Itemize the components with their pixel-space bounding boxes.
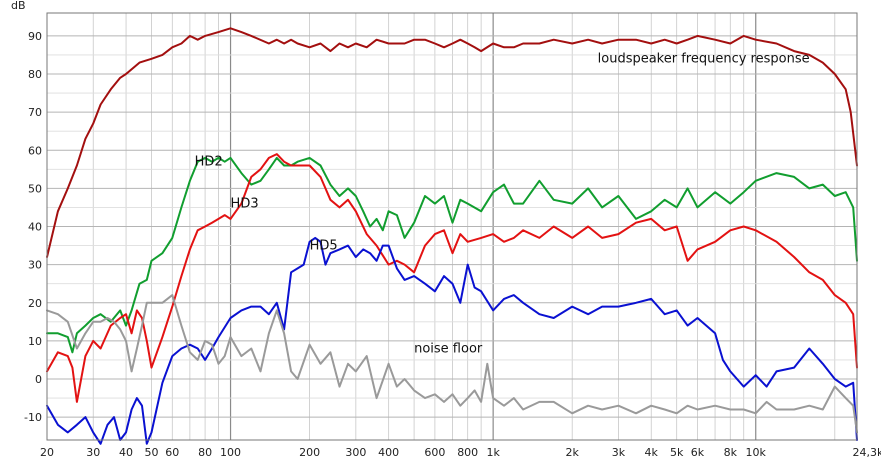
y-tick-label: 90: [28, 30, 42, 43]
y-tick-label: -10: [24, 411, 42, 424]
x-tick-label: 60: [165, 446, 179, 459]
x-tick-label: 200: [299, 446, 320, 459]
y-tick-label: 0: [35, 373, 42, 386]
annotation-label: noise floor: [414, 341, 483, 356]
annotation-label: HD3: [231, 196, 259, 211]
y-tick-label: 10: [28, 335, 42, 348]
y-tick-label: 70: [28, 106, 42, 119]
x-tick-label: 24,3kHz: [853, 446, 881, 459]
x-tick-label: 40: [119, 446, 133, 459]
y-axis-unit-label: dB: [11, 0, 26, 12]
x-tick-label: 30: [86, 446, 100, 459]
y-tick-label: 30: [28, 259, 42, 272]
plot-frame: [46, 12, 858, 441]
x-tick-label: 300: [345, 446, 366, 459]
x-tick-label: 6k: [691, 446, 705, 459]
y-tick-label: 40: [28, 221, 42, 234]
x-tick-label: 8k: [724, 446, 738, 459]
series-line-hd2: [46, 156, 858, 354]
annotation-label: HD2: [195, 155, 223, 170]
x-tick-label: 80: [198, 446, 212, 459]
grid: [46, 13, 857, 440]
series-line-noise-floor: [46, 294, 858, 434]
x-tick-label: 800: [457, 446, 478, 459]
annotations: loudspeaker frequency response HD2 HD3 HD5 n…: [195, 52, 810, 357]
series-group: [46, 27, 858, 445]
series-line-hd5: [46, 236, 858, 445]
y-tick-label: 20: [28, 297, 42, 310]
y-tick-label: 80: [28, 68, 42, 81]
x-tick-label: 600: [424, 446, 445, 459]
annotation-label: HD5: [310, 238, 338, 253]
x-tick-label: 1k: [486, 446, 500, 459]
x-tick-label: 4k: [645, 446, 659, 459]
x-tick-label: 2k: [566, 446, 580, 459]
annotation-label: loudspeaker frequency response: [598, 52, 810, 67]
x-tick-label: 100: [220, 446, 241, 459]
y-tick-label: 50: [28, 182, 42, 195]
x-tick-label: 20: [40, 446, 54, 459]
x-tick-label: 5k: [670, 446, 684, 459]
x-tick-label: 10k: [746, 446, 767, 459]
y-tick-label: 60: [28, 144, 42, 157]
series-line-loudspeaker-frequency-response: [46, 27, 858, 258]
x-tick-label: 3k: [612, 446, 626, 459]
x-tick-label: 50: [144, 446, 158, 459]
x-tick-label: 400: [378, 446, 399, 459]
series-line-hd3: [46, 153, 858, 403]
tick-labels: 20 30 40 50 60 80 100 200 300 400 600 800 1k 2k 3k 4k 5k…: [24, 30, 881, 459]
